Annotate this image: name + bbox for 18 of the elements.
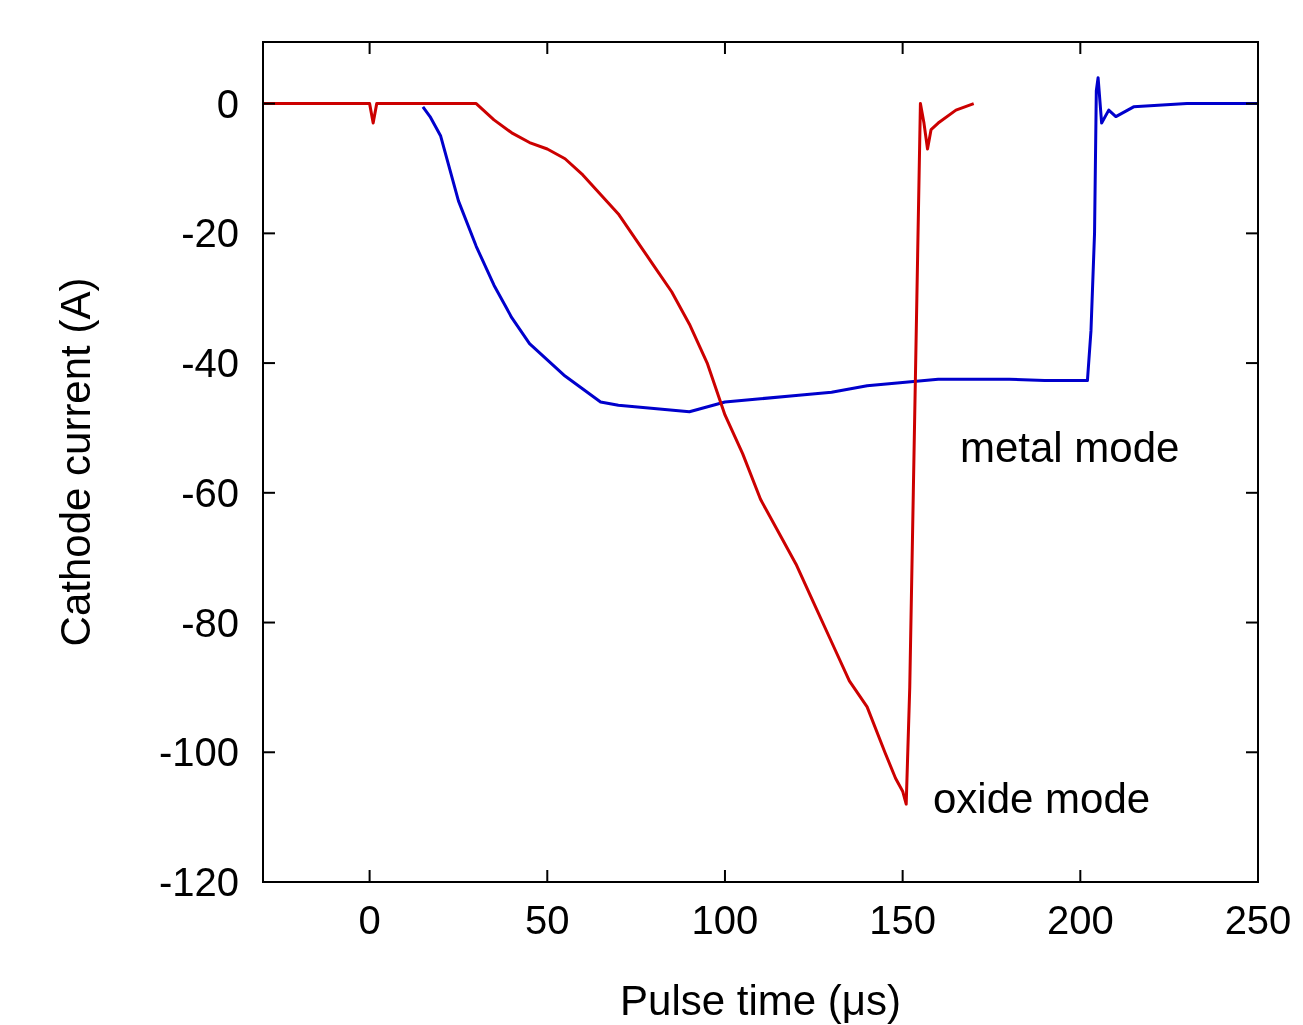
y-tick-label: -80 [181, 600, 239, 645]
x-tick-label: 50 [525, 898, 570, 942]
x-tick-label: 250 [1224, 898, 1292, 942]
y-tick-label: -20 [181, 211, 239, 256]
x-tick-label: 200 [1046, 898, 1114, 942]
annotation: oxide mode [933, 775, 1151, 822]
x-tick-label: 0 [358, 898, 381, 942]
x-axis-title: Pulse time (μs) [620, 977, 901, 1024]
y-axis-title: Cathode current (A) [52, 277, 99, 647]
x-tick-label: 150 [869, 898, 937, 942]
annotation: metal mode [960, 424, 1180, 471]
x-tick-label: 100 [691, 898, 759, 942]
y-tick-label: -40 [181, 341, 239, 386]
y-tick-label: -120 [158, 860, 239, 904]
y-tick-label: 0 [216, 81, 239, 126]
y-tick-label: -100 [158, 730, 239, 775]
y-tick-label: -60 [181, 470, 239, 515]
line-series [421, 76, 1258, 414]
